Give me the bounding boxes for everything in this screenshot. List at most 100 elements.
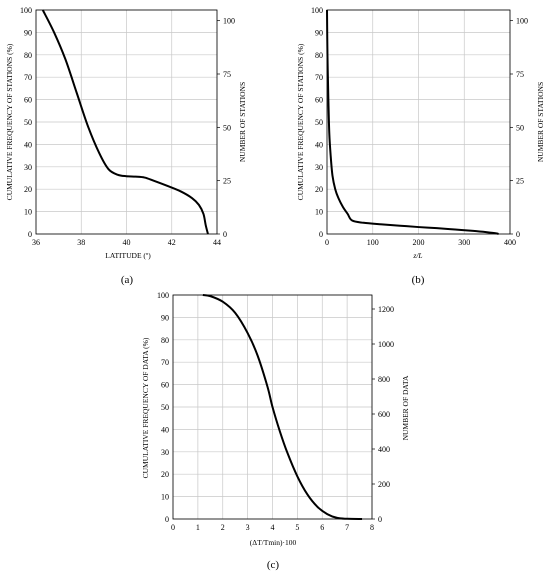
panel-c-y-label: CUMULATIVE FREQUENCY OF DATA (%)	[141, 337, 150, 478]
panel-c-label: (c)	[267, 559, 280, 571]
panel-a-x-tick-label: 38	[77, 238, 85, 247]
panel-a-x-tick-label: 44	[213, 238, 221, 247]
panel-c-y-tick-label: 30	[161, 448, 169, 457]
panel-a-label: (a)	[121, 274, 134, 286]
panel-a-y-tick-label: 90	[24, 28, 32, 37]
panel-a-y-tick-label: 20	[24, 185, 32, 194]
panel-b-x-tick-label: 400	[504, 238, 516, 247]
panel-a-x-label: LATITUDE (º)	[105, 251, 151, 260]
panel-b-x-label: z/L	[412, 251, 422, 260]
panel-c-x-tick-label: 4	[271, 523, 275, 532]
panel-b-y-tick-label: 30	[315, 163, 323, 172]
panel-a-x-tick-label: 40	[123, 238, 131, 247]
panel-b-y2-ticks: 0 25 50 75 100	[510, 17, 528, 239]
panel-c-y2-label: NUMBER OF DATA	[401, 375, 410, 440]
panel-b-y-tick-label: 10	[315, 208, 323, 217]
panel-a-chart: 36 38 40 42 44 0 10 20 30 40 50 60 70 80 90 100 0 25 50 7…	[5, 6, 247, 286]
panel-c-y-tick-label: 10	[161, 493, 169, 502]
panel-a-y-tick-label: 40	[24, 140, 32, 149]
panel-b-y2-tick-label: 25	[516, 177, 524, 186]
panel-a-y2-tick-label: 50	[223, 123, 231, 132]
panel-a-y-tick-label: 70	[24, 73, 32, 82]
panel-b-y2-label: NUMBER OF STATIONS	[536, 82, 545, 162]
panel-c-x-tick-label: 8	[370, 523, 374, 532]
panel-b-x-tick-label: 100	[367, 238, 379, 247]
panel-b-y-tick-label: 70	[315, 73, 323, 82]
panel-a-y-tick-label: 0	[28, 230, 32, 239]
panel-a-y2-tick-label: 75	[223, 70, 231, 79]
panel-c-x-tick-label: 7	[345, 523, 349, 532]
panel-b-y2-tick-label: 0	[516, 230, 520, 239]
panel-b-label: (b)	[412, 274, 425, 286]
panel-b-y2-tick-label: 50	[516, 123, 524, 132]
panel-c-x-tick-label: 0	[171, 523, 175, 532]
panel-c-x-tick-label: 2	[221, 523, 225, 532]
panel-b-x-tick-label: 0	[325, 238, 329, 247]
panel-c-y-tick-label: 100	[157, 291, 169, 300]
panel-c-x-tick-label: 1	[196, 523, 200, 532]
panel-b-grid	[326, 9, 511, 235]
panel-c-line	[202, 294, 363, 520]
panel-b-y-tick-label: 60	[315, 96, 323, 105]
panel-a-y-tick-label: 80	[24, 51, 32, 60]
panel-b-y-tick-label: 40	[315, 140, 323, 149]
panel-c-x-ticks: 0 1 2 3 4 5 6 7 8	[171, 523, 374, 532]
panel-c-y2-tick-label: 1200	[378, 305, 394, 314]
panel-a-frame	[35, 9, 218, 235]
panel-c-y-tick-label: 0	[165, 515, 169, 524]
panel-a-y2-tick-label: 100	[223, 17, 235, 26]
panel-a-y-tick-label: 60	[24, 96, 32, 105]
panel-c-x-tick-label: 6	[320, 523, 324, 532]
panel-c-y2-ticks: 0 200 400 600 800 1000 1200	[372, 305, 394, 524]
panel-c-x-tick-label: 5	[295, 523, 299, 532]
panel-b-y2-tick-label: 75	[516, 70, 524, 79]
panel-b-y2-tick-label: 100	[516, 17, 528, 26]
panel-b-y-tick-label: 100	[311, 6, 323, 15]
panel-a-y2-tick-label: 25	[223, 177, 231, 186]
panel-a-y-tick-label: 30	[24, 163, 32, 172]
panel-b-line	[326, 9, 499, 235]
panel-c-y-tick-label: 20	[161, 470, 169, 479]
panel-b-y-tick-label: 90	[315, 28, 323, 37]
panel-c-y-ticks: 0 10 20 30 40 50 60 70 80 90 100	[157, 291, 169, 524]
panel-b-y-tick-label: 0	[319, 230, 323, 239]
panel-a-x-tick-label: 36	[32, 238, 40, 247]
panel-a-grid	[35, 9, 218, 235]
panel-c-y2-tick-label: 600	[378, 410, 390, 419]
panel-c-y2-tick-label: 0	[378, 515, 382, 524]
panel-c-y-tick-label: 80	[161, 336, 169, 345]
panel-b-x-tick-label: 300	[458, 238, 470, 247]
panel-c-y2-tick-label: 400	[378, 445, 390, 454]
panel-a-line	[41, 9, 209, 235]
panel-a-y2-tick-label: 0	[223, 230, 227, 239]
panel-c-y-tick-label: 60	[161, 381, 169, 390]
panel-a-x-ticks: 36 38 40 42 44	[32, 238, 221, 247]
panel-a-y-tick-label: 100	[20, 6, 32, 15]
panel-c-x-tick-label: 3	[246, 523, 250, 532]
panel-b-x-ticks: 0 100 200 300 400	[325, 238, 516, 247]
panel-c-y2-tick-label: 800	[378, 375, 390, 384]
panel-c-x-label: (ΔT/Tmin)·100	[250, 538, 297, 547]
panel-c-frame	[172, 294, 373, 520]
panel-a-y-ticks: 0 10 20 30 40 50 60 70 80 90 100	[20, 6, 32, 239]
panel-b-y-label: CUMULATIVE FREQUENCY OF STATIONS (%)	[296, 43, 305, 200]
panel-c-y-tick-label: 50	[161, 403, 169, 412]
panel-b-y-tick-label: 80	[315, 51, 323, 60]
panel-c-y-tick-label: 70	[161, 358, 169, 367]
panel-a-y-tick-label: 10	[24, 208, 32, 217]
panel-c-y2-tick-label: 1000	[378, 340, 394, 349]
panel-a-y-tick-label: 50	[24, 118, 32, 127]
panel-a-y-label: CUMULATIVE FREQUENCY OF STATIONS (%)	[5, 43, 14, 200]
panel-c-y-tick-label: 40	[161, 425, 169, 434]
panel-b-y-ticks: 0 10 20 30 40 50 60 70 80 90 100	[311, 6, 323, 239]
panel-a-y2-label: NUMBER OF STATIONS	[238, 82, 247, 162]
panel-b-frame	[326, 9, 511, 235]
panel-c-y2-tick-label: 200	[378, 480, 390, 489]
panel-a-y2-ticks: 0 25 50 75 100	[217, 17, 235, 239]
panel-c-chart: 0 1 2 3 4 5 6 7 8 0 10 20 30 40 50 60 70 80 90 100 0 200 400…	[141, 291, 410, 571]
panel-b-y-tick-label: 50	[315, 118, 323, 127]
panel-b-y-tick-label: 20	[315, 185, 323, 194]
panel-c-y-tick-label: 90	[161, 313, 169, 322]
panel-b-x-tick-label: 200	[413, 238, 425, 247]
